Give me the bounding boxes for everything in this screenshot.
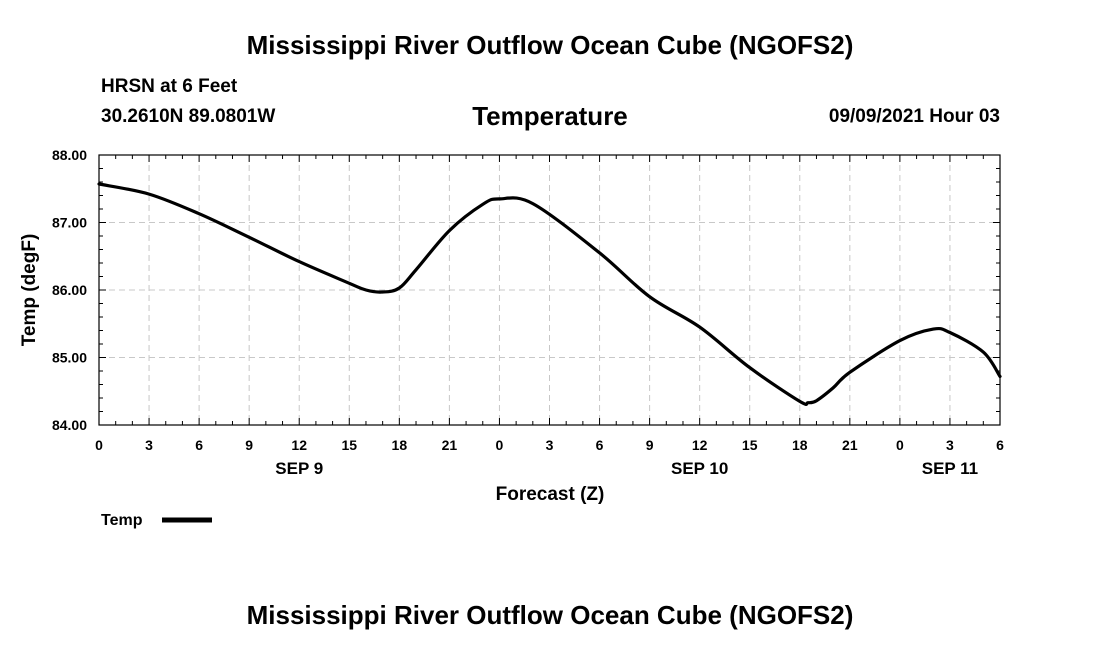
main-title: Mississippi River Outflow Ocean Cube (NG… — [246, 30, 854, 60]
chart-title: Temperature — [472, 101, 628, 131]
y-axis-title: Temp (degF) — [19, 234, 40, 347]
x-tick-label: 12 — [692, 437, 708, 453]
station-label: HRSN at 6 Feet — [101, 76, 238, 97]
day-label: SEP 9 — [275, 459, 323, 478]
x-tick-label: 9 — [646, 437, 654, 453]
x-tick-label: 12 — [291, 437, 307, 453]
day-label: SEP 11 — [922, 459, 978, 478]
x-tick-label: 9 — [245, 437, 253, 453]
x-tick-label: 3 — [145, 437, 153, 453]
day-label: SEP 10 — [671, 459, 728, 478]
grid-lines — [99, 155, 1000, 425]
legend-label: Temp — [101, 512, 143, 529]
x-tick-label: 18 — [792, 437, 808, 453]
x-tick-label: 0 — [95, 437, 103, 453]
x-tick-label: 3 — [946, 437, 954, 453]
footer-title: Mississippi River Outflow Ocean Cube (NG… — [246, 600, 854, 630]
x-tick-label: 6 — [996, 437, 1004, 453]
x-tick-label: 15 — [742, 437, 758, 453]
x-tick-label: 21 — [442, 437, 458, 453]
x-tick-label: 3 — [546, 437, 554, 453]
x-tick-label: 0 — [496, 437, 504, 453]
y-tick-label: 84.00 — [52, 417, 87, 433]
x-tick-label: 6 — [596, 437, 604, 453]
x-axis-title: Forecast (Z) — [496, 484, 605, 505]
x-tick-label: 21 — [842, 437, 858, 453]
forecast-timestamp: 09/09/2021 Hour 03 — [828, 106, 1000, 127]
x-tick-label: 0 — [896, 437, 904, 453]
x-tick-label: 18 — [392, 437, 408, 453]
axis-ticks — [98, 154, 1001, 426]
y-tick-label: 88.00 — [52, 147, 87, 163]
y-tick-label: 86.00 — [52, 282, 87, 298]
y-tick-label: 85.00 — [52, 350, 87, 366]
x-tick-label: 15 — [341, 437, 357, 453]
y-tick-label: 87.00 — [52, 215, 87, 231]
x-tick-label: 6 — [195, 437, 203, 453]
axis-labels: 0 3 6 9 12 15 18 21 0 3 6 9 12 15 18 21 0 3 6 84.00 85.00 86.… — [52, 147, 1004, 478]
station-coordinates: 30.2610N 89.0801W — [101, 106, 276, 127]
temp-series-line — [97, 182, 1002, 406]
